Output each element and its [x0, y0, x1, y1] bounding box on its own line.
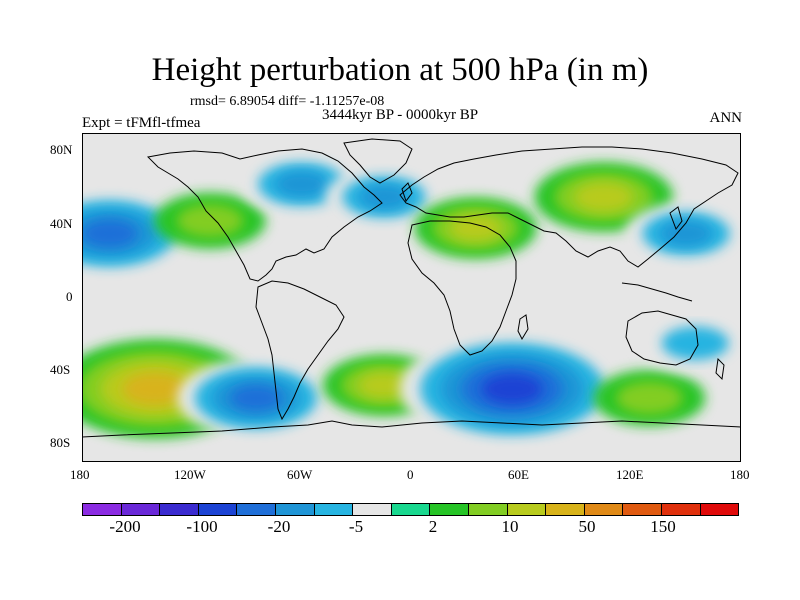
coastline-africa — [407, 220, 517, 356]
contour-region — [661, 326, 729, 360]
colorbar-swatch — [391, 504, 431, 515]
coastline-eurasia — [399, 146, 739, 268]
coastline-greenland — [343, 138, 413, 184]
colorbar-label-10: 10 — [501, 517, 519, 536]
lon-tick-180w: 180 — [70, 467, 90, 482]
coastline-japan — [669, 206, 683, 231]
contour-region — [449, 214, 502, 242]
contour-fill-layer — [82, 153, 741, 446]
contour-region — [229, 384, 283, 412]
coastline-madagascar — [517, 314, 529, 341]
coastline-british-isles — [401, 182, 413, 203]
experiment-label: Expt = tFMfl-tfmea — [82, 115, 201, 131]
contour-region — [358, 184, 410, 210]
lon-tick-120w: 120W — [174, 467, 206, 482]
contour-region — [275, 171, 328, 198]
contour-region — [176, 203, 244, 238]
colorbar-swatch — [584, 504, 624, 515]
coastline-new-zealand — [715, 357, 725, 381]
lat-tick-40s: 40S — [50, 362, 71, 377]
season-label: ANN — [709, 110, 743, 126]
colorbar-label-neg20: -20 — [267, 517, 291, 536]
colorbar-label-neg200: -200 — [109, 517, 141, 536]
rmsd-diff-stats: rmsd= 6.89054 diff= -1.11257e-08 — [190, 94, 385, 109]
colorbar-label-neg5: -5 — [348, 517, 364, 536]
lon-tick-60e: 60E — [508, 467, 529, 482]
lon-tick-180e: 180 — [730, 467, 750, 482]
colorbar — [82, 503, 739, 516]
colorbar-swatch — [275, 504, 315, 515]
period-label: 3444kyr BP - 0000kyr BP — [322, 107, 479, 123]
colorbar-label-150: 150 — [650, 517, 676, 536]
colorbar-swatch — [623, 504, 662, 515]
colorbar-swatch — [160, 504, 199, 515]
contour-region — [122, 372, 189, 406]
colorbar-swatch — [198, 504, 238, 515]
colorbar-swatch — [430, 504, 469, 515]
contour-region — [615, 381, 683, 415]
contour-region — [82, 219, 138, 248]
contour-region — [357, 372, 411, 399]
colorbar-swatch — [353, 504, 392, 515]
map-title: Height perturbation at 500 hPa (in m) — [151, 52, 649, 88]
colorbar-label-2: 2 — [428, 517, 438, 536]
lon-tick-60w: 60W — [287, 467, 313, 482]
contour-region — [574, 182, 634, 212]
map-frame — [82, 133, 741, 462]
coastline-australia — [625, 310, 699, 366]
colorbar-swatch — [661, 504, 701, 515]
coastline-antarctica — [82, 420, 741, 438]
coastlines — [82, 138, 741, 438]
lon-tick-0: 0 — [407, 467, 414, 482]
colorbar-swatch — [314, 504, 354, 515]
coastline-indonesia — [621, 282, 693, 302]
world-map-panel — [82, 133, 741, 462]
lat-tick-80s: 80S — [50, 435, 71, 450]
colorbar-swatch — [121, 504, 161, 515]
colorbar-swatch — [700, 504, 739, 515]
contour-region — [659, 220, 713, 247]
coastline-south-america — [255, 280, 345, 421]
lon-tick-120e: 120E — [616, 467, 644, 482]
colorbar-swatch — [546, 504, 585, 515]
contour-region — [481, 373, 543, 405]
anomaly-map — [82, 133, 741, 462]
colorbar-swatch — [468, 504, 508, 515]
lat-tick-80n: 80N — [50, 142, 73, 157]
colorbar-label-50: 50 — [578, 517, 596, 536]
colorbar-swatch — [507, 504, 547, 515]
colorbar-label-neg100: -100 — [186, 517, 218, 536]
lat-tick-0: 0 — [66, 289, 73, 304]
colorbar-swatch — [83, 504, 122, 515]
coastline-north-america — [146, 148, 383, 282]
lat-tick-40n: 40N — [50, 216, 73, 231]
colorbar-swatch — [237, 504, 276, 515]
